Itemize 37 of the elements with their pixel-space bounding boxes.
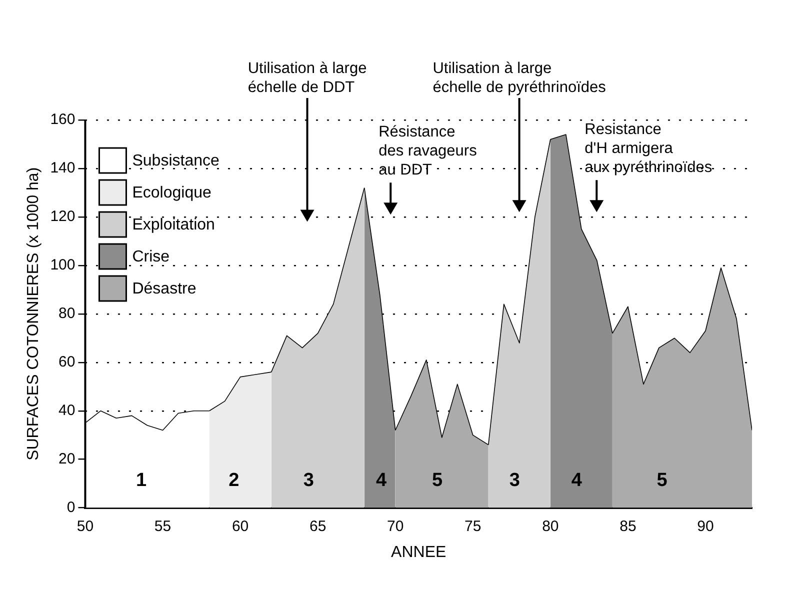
- annotation: 4: [571, 470, 582, 491]
- x-tick-label: 50: [76, 518, 94, 535]
- y-tick-label: 20: [58, 450, 76, 468]
- y-tick-label: 40: [58, 402, 76, 419]
- y-tick-label: 140: [50, 160, 76, 177]
- legend-label: Crise: [132, 248, 170, 266]
- y-tick-label: 120: [50, 208, 76, 226]
- annotation: 2: [228, 470, 240, 491]
- x-tick-label: 75: [464, 518, 482, 535]
- annotation: 3: [509, 470, 520, 491]
- x-tick-label: 55: [154, 518, 172, 535]
- x-tick-label: 90: [697, 518, 714, 535]
- x-tick-label: 65: [309, 518, 326, 535]
- x-axis-title: ANNEE: [391, 544, 446, 561]
- annotation: 1: [136, 470, 147, 491]
- annotation: 5: [432, 470, 443, 491]
- annotation: 4: [376, 470, 387, 491]
- legend-label: Exploitation: [132, 216, 215, 234]
- text: Utilisation à large échelle de DDT: [248, 60, 367, 96]
- legend-label: Ecologique: [132, 184, 212, 202]
- annotation: 5: [656, 470, 668, 491]
- x-tick-label: 60: [232, 518, 249, 535]
- x-tick-label: 85: [620, 518, 636, 535]
- annotation: Resistance d'H armigera aux pyréthrinoïdes: [584, 121, 712, 176]
- annotation: Résistance des ravageurs au DDT: [378, 124, 478, 179]
- legend-label: Subsistance: [132, 152, 220, 170]
- y-tick-label: 100: [50, 256, 76, 274]
- x-tick-label: 70: [387, 518, 404, 535]
- x-tick-label: 80: [542, 518, 559, 535]
- y-tick-label: 160: [50, 111, 76, 128]
- y-tick-label: 80: [58, 305, 76, 322]
- y-tick-label: 60: [58, 354, 76, 371]
- text: Utilisation à large échelle de pyréthrinoïdes: [432, 60, 606, 96]
- legend-label: Désastre: [132, 280, 196, 298]
- y-tick-label: 0: [66, 498, 76, 516]
- y-axis-title: SURFACES COTONNIERES (x 1000 ha): [25, 167, 42, 460]
- annotation: 3: [303, 470, 314, 491]
